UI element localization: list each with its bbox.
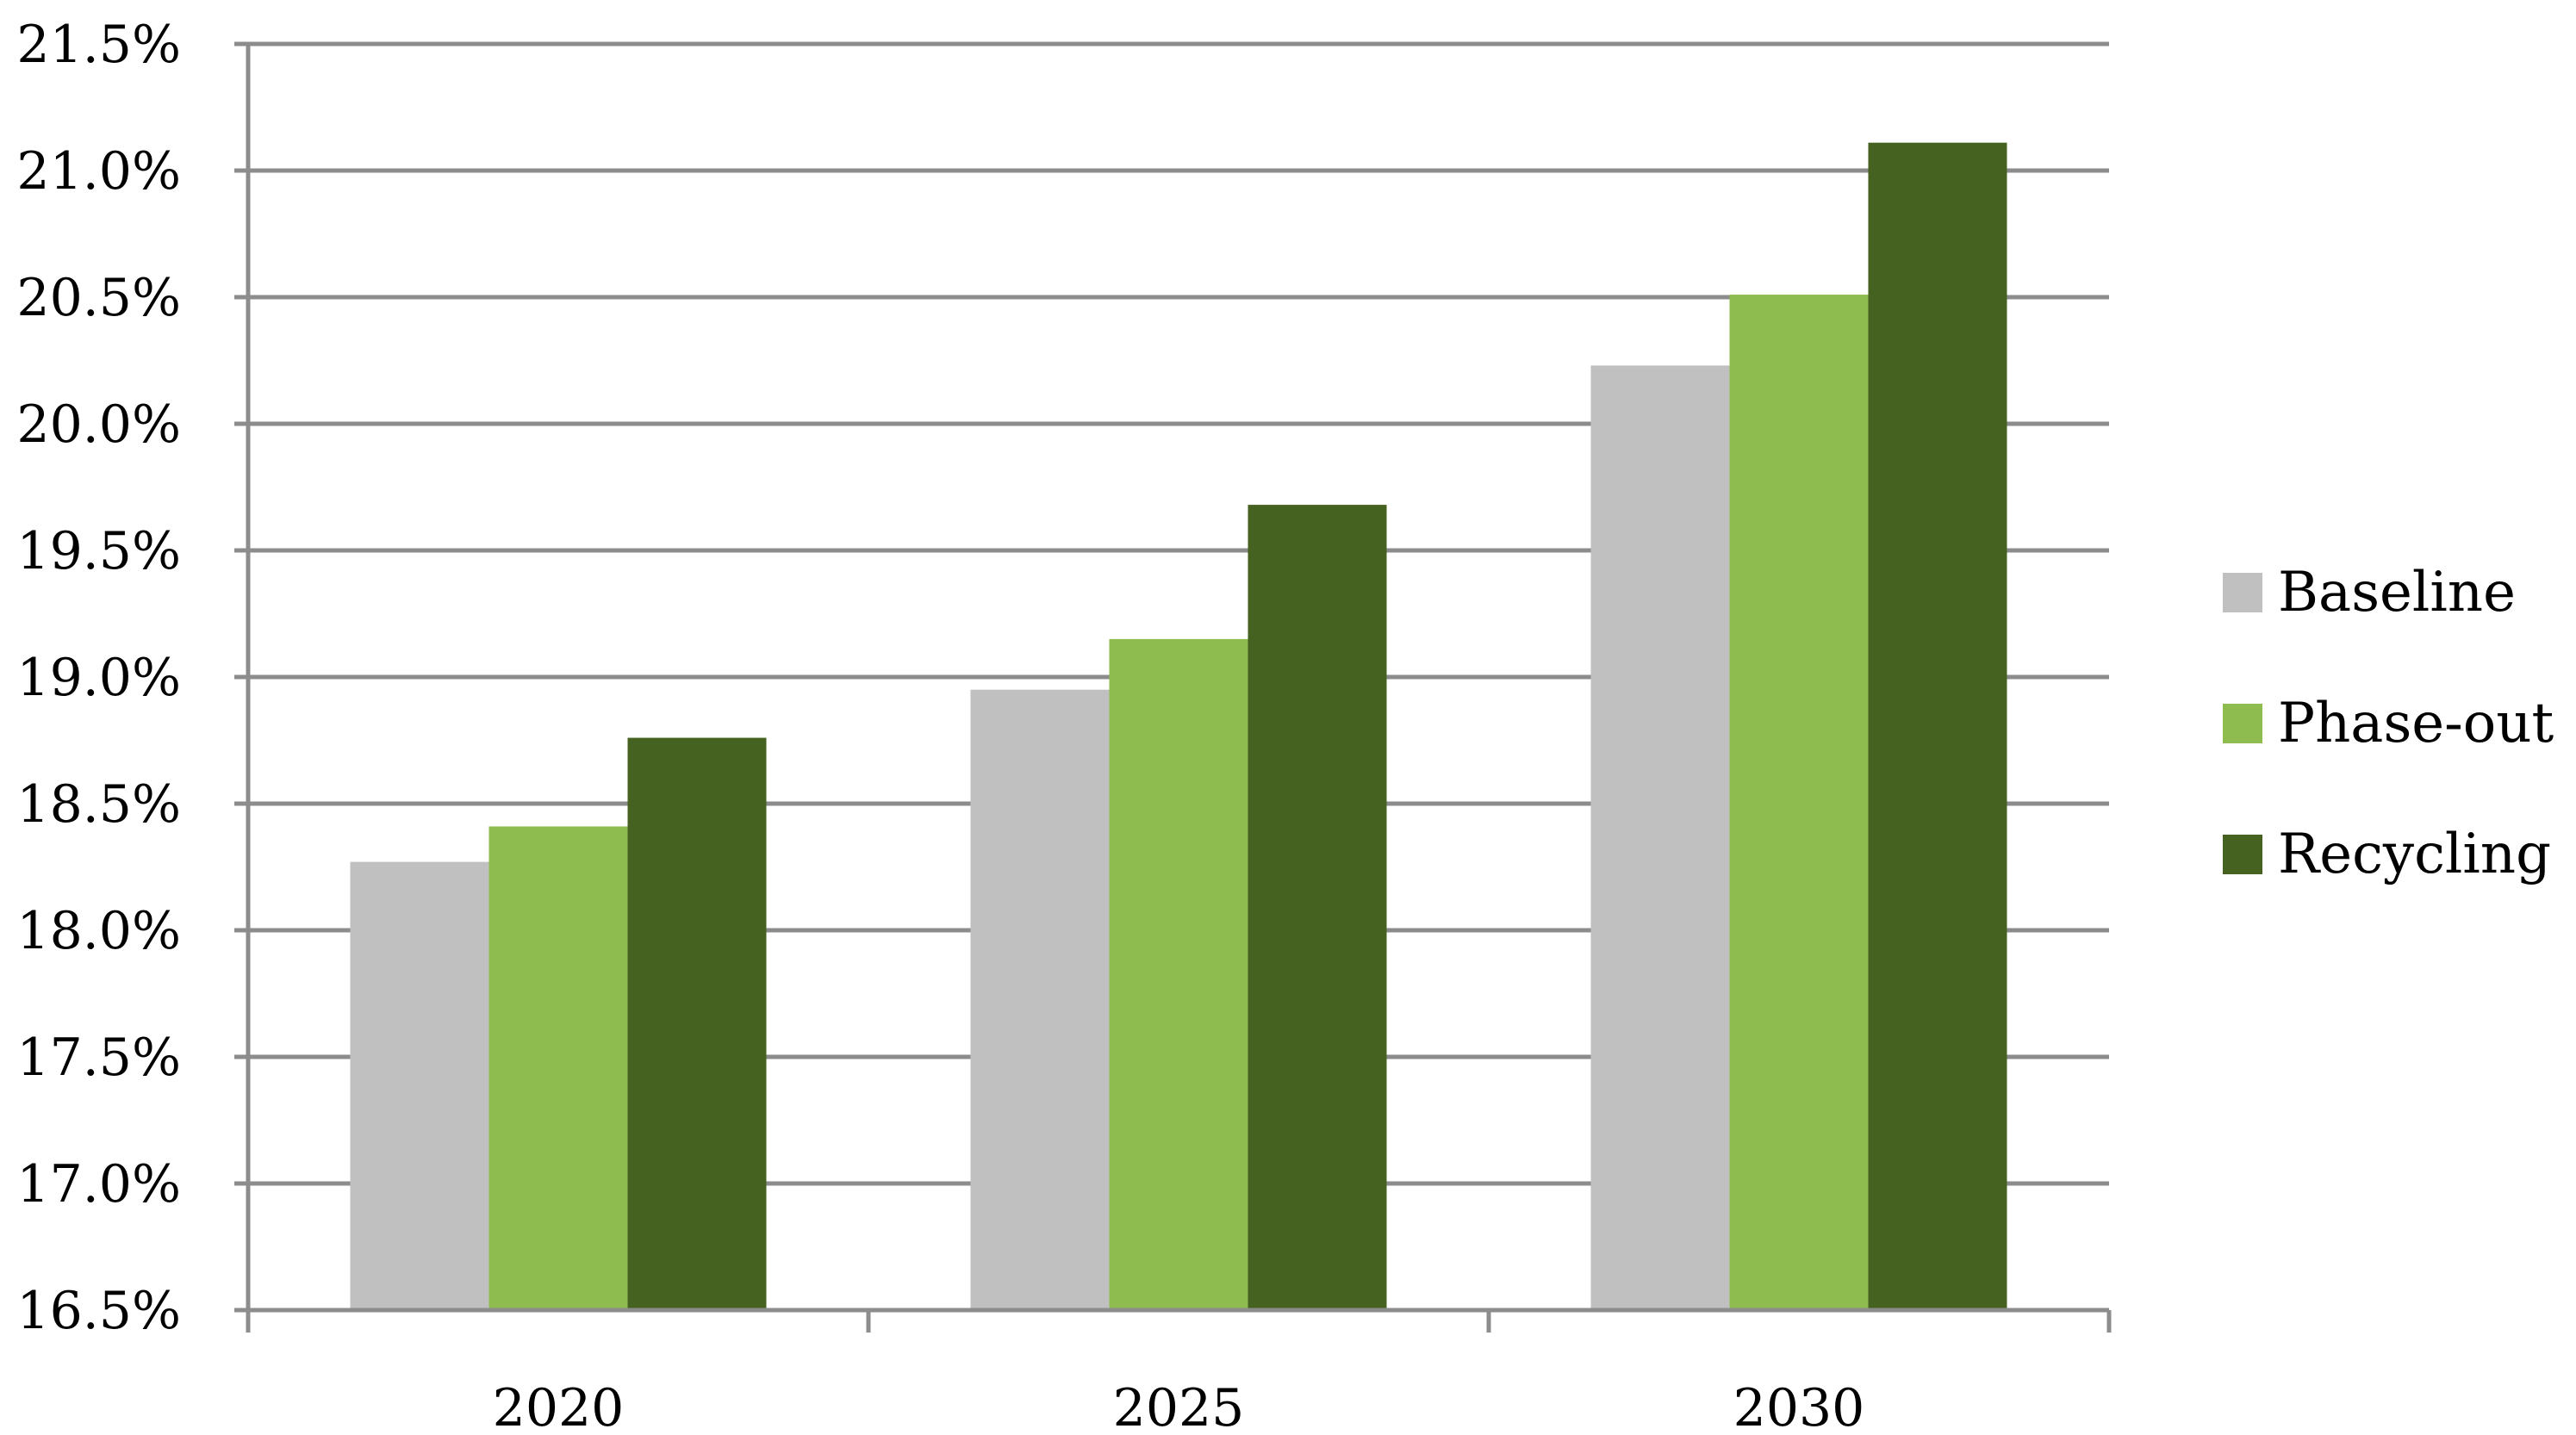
bars [350, 142, 2007, 1310]
legend-label-phase-out: Phase-out [2278, 692, 2554, 755]
y-tick-label: 18.5% [16, 774, 181, 835]
legend-swatch-phase-out [2223, 704, 2262, 743]
y-tick-label: 20.0% [16, 394, 181, 455]
x-tick-label: 2030 [1733, 1378, 1865, 1435]
bar-recycling-2020 [627, 737, 767, 1310]
y-tick-label: 17.5% [16, 1028, 181, 1088]
y-tick-label: 21.5% [16, 15, 181, 75]
legend-label-baseline: Baseline [2278, 561, 2516, 624]
bar-phase-out-2025 [1109, 638, 1248, 1310]
y-tick-label: 20.5% [16, 268, 181, 328]
y-tick-label: 17.0% [16, 1154, 181, 1214]
y-tick-label: 16.5% [16, 1281, 181, 1341]
x-tick-label: 2020 [493, 1378, 625, 1435]
legend-swatch-recycling [2223, 835, 2262, 874]
x-tick-labels: 2020 2025 2030 [493, 1378, 1865, 1435]
legend-label-recycling: Recycling [2278, 823, 2551, 886]
bar-recycling-2025 [1248, 505, 1387, 1310]
legend-swatch-baseline [2223, 573, 2262, 612]
axes [234, 41, 2112, 1332]
y-tick-label: 19.0% [16, 648, 181, 708]
bar-phase-out-2030 [1729, 295, 1869, 1310]
y-tick-label: 18.0% [16, 901, 181, 961]
bar-baseline-2030 [1590, 365, 1730, 1310]
y-tick-label: 19.5% [16, 521, 181, 581]
bar-baseline-2020 [350, 861, 489, 1310]
legend: Baseline Phase-out Recycling [2223, 561, 2554, 886]
y-tick-label: 21.0% [16, 141, 181, 202]
y-tick-labels: 16.5% 17.0% 17.5% 18.0% 18.5% 19.0% 19.5% 20.0%… [16, 15, 181, 1341]
x-tick-label: 2025 [1113, 1378, 1245, 1435]
bar-phase-out-2020 [488, 826, 628, 1310]
bar-recycling-2030 [1868, 142, 2007, 1310]
bar-baseline-2025 [970, 689, 1110, 1310]
